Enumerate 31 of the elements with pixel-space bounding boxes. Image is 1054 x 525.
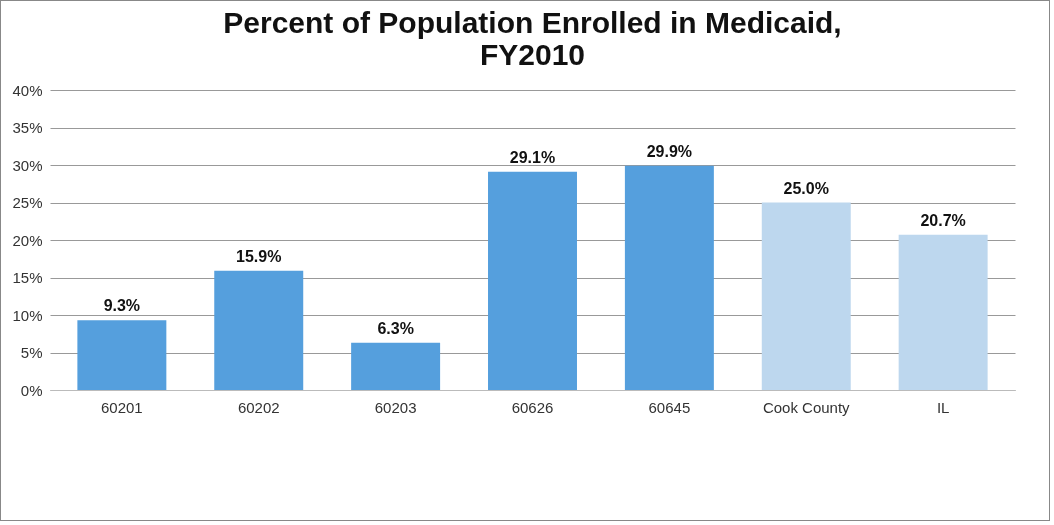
y-tick-label: 40% (12, 81, 43, 99)
data-label: 6.3% (377, 319, 414, 337)
x-tick-label: IL (936, 398, 950, 416)
x-tick-label: 60645 (648, 398, 691, 416)
chart-title: Percent of Population Enrolled in Medicaid, FY2010 (223, 6, 842, 71)
data-label: 9.3% (103, 297, 141, 315)
x-tick-label: Cook County (762, 398, 851, 416)
y-tick-label: 5% (20, 344, 43, 361)
x-tick-label: 60626 (511, 398, 554, 416)
y-tick-label: 0% (20, 381, 43, 399)
bar (488, 171, 577, 390)
y-tick-label: 10% (12, 306, 43, 324)
data-label: 20.7% (920, 211, 966, 229)
data-label: 15.9% (236, 247, 282, 265)
y-tick-label: 20% (12, 231, 43, 249)
data-label: 29.1% (509, 148, 556, 166)
x-tick-label: 60202 (237, 398, 280, 416)
y-tick-label: 15% (12, 269, 43, 286)
bar (898, 234, 988, 390)
x-tick-label: 60201 (101, 398, 143, 416)
bar (77, 320, 167, 390)
data-label: 25.0% (783, 179, 829, 197)
bar (624, 165, 714, 390)
y-tick-label: 35% (12, 119, 43, 136)
bar (351, 342, 441, 390)
y-tick-label: 25% (12, 194, 43, 211)
bar (761, 202, 851, 390)
y-tick-label: 30% (12, 156, 43, 174)
bar (214, 270, 304, 390)
x-tick-label: 60203 (374, 398, 417, 416)
data-label: 29.9% (646, 142, 693, 160)
